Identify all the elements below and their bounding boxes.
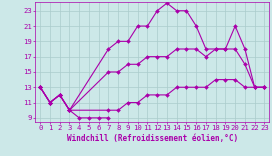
X-axis label: Windchill (Refroidissement éolien,°C): Windchill (Refroidissement éolien,°C) (67, 134, 238, 143)
